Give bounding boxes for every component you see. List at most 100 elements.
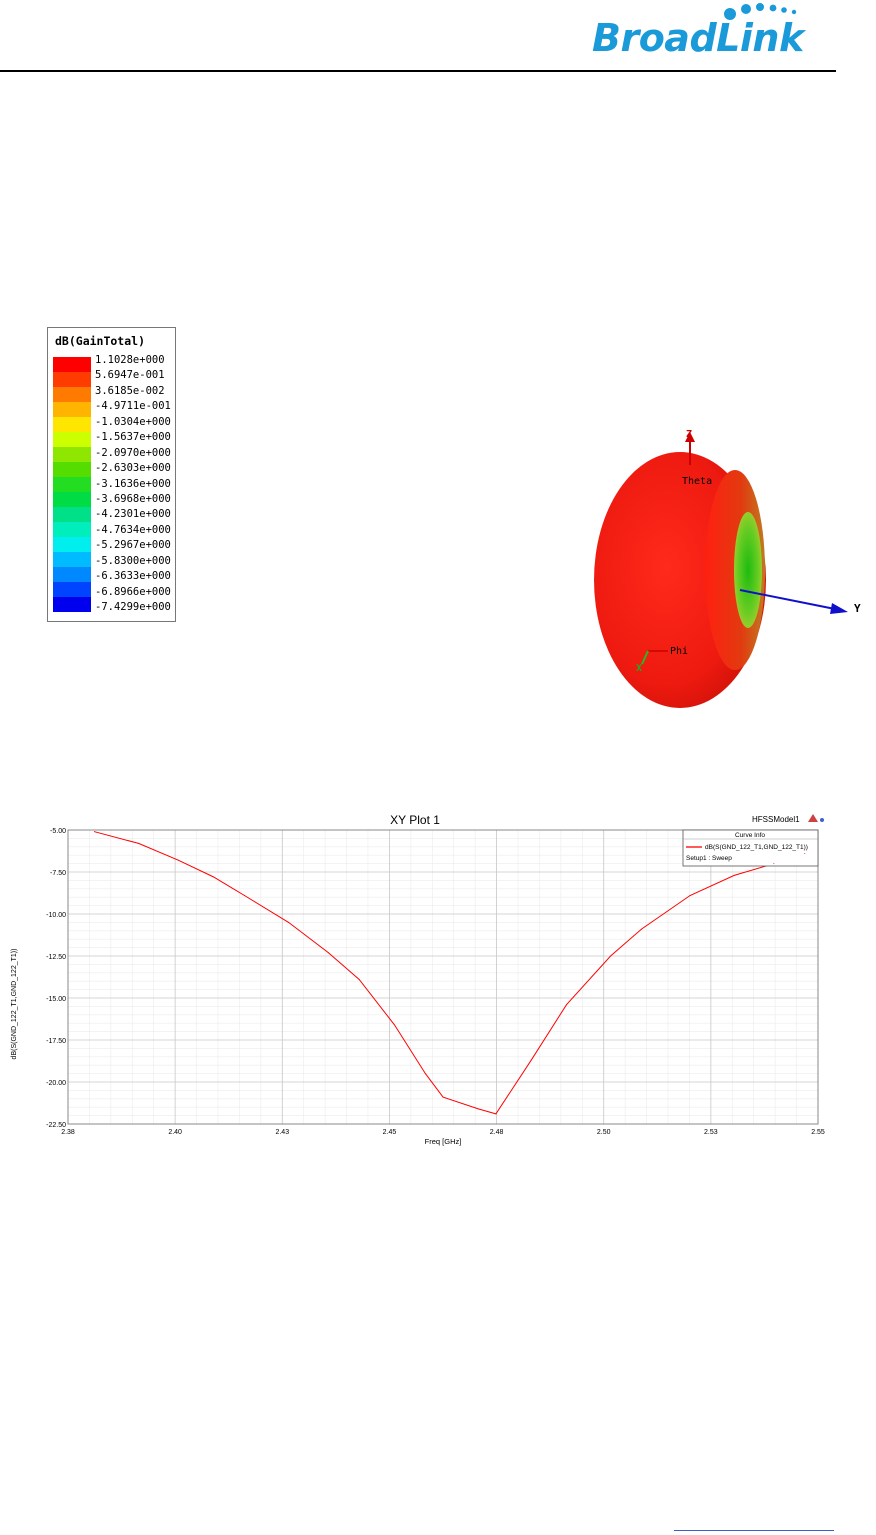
series-point bbox=[393, 1024, 395, 1026]
series-point bbox=[327, 952, 329, 954]
legend-value-2: 3.6185e-002 bbox=[95, 384, 165, 397]
legend-value-4: -1.0304e+000 bbox=[95, 415, 171, 428]
xy-plot-chart: 2.38 2.40 2.43 2.45 2.48 2.50 2.53 2.55 -5.00 -7… bbox=[11, 813, 825, 1146]
radiation-pattern-3d: Z Theta Y X Phi bbox=[594, 429, 861, 708]
y-tick-label: -5.00 bbox=[50, 828, 66, 835]
legend-entry: dB(S(GND_122_T1,GND_122_T1)) bbox=[705, 844, 808, 851]
x-tick-label: 2.40 bbox=[168, 1129, 182, 1136]
ansoft-icon bbox=[808, 814, 824, 822]
y-tick-label: -7.50 bbox=[50, 870, 66, 877]
x-tick-label: 2.53 bbox=[704, 1129, 718, 1136]
phi-label: Phi bbox=[670, 646, 688, 657]
legend-value-0: 1.1028e+000 bbox=[95, 354, 165, 366]
series-point bbox=[641, 928, 643, 930]
logo-dots-icon bbox=[724, 3, 797, 20]
y-tick-label: -22.50 bbox=[46, 1122, 66, 1129]
legend-value-16: -7.4299e+000 bbox=[95, 601, 171, 613]
x-tick-label: 2.55 bbox=[811, 1129, 825, 1136]
x-tick-label: 2.48 bbox=[490, 1129, 504, 1136]
legend-swatch-6 bbox=[53, 447, 91, 462]
y-tick-label: -20.00 bbox=[46, 1080, 66, 1087]
legend-swatch-9 bbox=[53, 492, 91, 507]
series-point bbox=[424, 1073, 426, 1075]
y-axis-label: Y bbox=[854, 602, 861, 615]
chart-title: XY Plot 1 bbox=[390, 813, 440, 827]
z-axis-label: Z bbox=[686, 429, 692, 440]
series-point bbox=[773, 863, 775, 865]
y-tick-label: -12.50 bbox=[46, 954, 66, 961]
legend-swatch-4 bbox=[53, 417, 91, 432]
legend-value-10: -4.2301e+000 bbox=[95, 508, 171, 521]
y-tick-label: -15.00 bbox=[46, 996, 66, 1003]
legend-swatch-14 bbox=[53, 567, 91, 582]
series-point bbox=[689, 895, 691, 897]
legend-swatch-15 bbox=[53, 582, 91, 597]
y-axis-title: dB(S(GND_122_T1,GND_122_T1)) bbox=[11, 949, 18, 1060]
series-point bbox=[566, 1004, 568, 1006]
series-point bbox=[477, 1108, 479, 1110]
legend-color-bar bbox=[53, 357, 91, 612]
theta-label: Theta bbox=[682, 476, 712, 487]
series-point bbox=[530, 1059, 532, 1061]
series-point bbox=[288, 921, 290, 923]
legend-title: dB(GainTotal) bbox=[55, 334, 146, 348]
x-tick-label: 2.38 bbox=[61, 1129, 75, 1136]
gain-legend: dB(GainTotal) 1.1028e+000 5.6947e-001 3.61… bbox=[47, 327, 176, 622]
legend-swatch-12 bbox=[53, 537, 91, 552]
broadlink-logo: BroadLink bbox=[592, 0, 838, 66]
legend-swatch-1 bbox=[53, 372, 91, 387]
legend-value-labels: 1.1028e+000 5.6947e-001 3.6185e-002 -4.9711… bbox=[95, 353, 171, 615]
x-axis-label: X bbox=[636, 663, 642, 674]
legend-value-3: -4.9711e-001 bbox=[95, 400, 171, 413]
series-point bbox=[804, 853, 806, 855]
plot-frame bbox=[67, 829, 819, 1125]
series-point bbox=[495, 1113, 497, 1115]
series-point bbox=[358, 979, 360, 981]
legend-value-9: -3.6968e+000 bbox=[95, 492, 171, 505]
series-point bbox=[138, 842, 140, 844]
x-tick-label: 2.45 bbox=[383, 1129, 397, 1136]
legend-sub: Setup1 : Sweep bbox=[686, 855, 732, 862]
legend-value-6: -2.0970e+000 bbox=[95, 446, 171, 459]
legend-swatch-13 bbox=[53, 552, 91, 567]
series-point bbox=[177, 859, 179, 861]
legend-swatch-8 bbox=[53, 477, 91, 492]
y-tick-label: -17.50 bbox=[46, 1038, 66, 1045]
y-axis-arrow-icon bbox=[830, 603, 848, 614]
curve-info-legend: Curve Info dB(S(GND_122_T1,GND_122_T1)) … bbox=[682, 829, 819, 867]
legend-value-14: -6.3633e+000 bbox=[95, 570, 171, 583]
legend-value-15: -6.8966e+000 bbox=[95, 585, 171, 598]
legend-value-12: -5.2967e+000 bbox=[95, 539, 171, 552]
legend-swatch-2 bbox=[53, 387, 91, 402]
x-tick-label: 2.50 bbox=[597, 1129, 611, 1136]
series-point bbox=[243, 895, 245, 897]
legend-swatch-11 bbox=[53, 522, 91, 537]
chart-model-tag: HFSSModel1 bbox=[752, 815, 800, 824]
legend-swatch-3 bbox=[53, 402, 91, 417]
series-point bbox=[733, 874, 735, 876]
x-tick-label: 2.43 bbox=[275, 1129, 289, 1136]
footer-link-underline bbox=[674, 1530, 834, 1531]
legend-swatch-5 bbox=[53, 432, 91, 447]
legend-swatch-16 bbox=[53, 597, 91, 612]
legend-swatch-7 bbox=[53, 462, 91, 477]
legend-value-13: -5.8300e+000 bbox=[95, 554, 171, 567]
legend-value-5: -1.5637e+000 bbox=[95, 431, 171, 444]
legend-swatch-0 bbox=[53, 357, 91, 372]
logo-text: BroadLink bbox=[592, 16, 804, 60]
z-axis-arrow-icon bbox=[685, 432, 695, 442]
y-tick-label: -10.00 bbox=[46, 912, 66, 919]
series-point bbox=[93, 831, 95, 833]
legend-value-8: -3.1636e+000 bbox=[95, 477, 171, 490]
x-axis-title: Freq [GHz] bbox=[425, 1137, 462, 1146]
legend-value-11: -4.7634e+000 bbox=[95, 523, 171, 536]
header-divider bbox=[0, 70, 836, 72]
legend-value-1: 5.6947e-001 bbox=[95, 369, 165, 382]
pattern-hole bbox=[734, 512, 762, 628]
series-point bbox=[213, 876, 215, 878]
legend-value-7: -2.6303e+000 bbox=[95, 462, 171, 475]
legend-header: Curve Info bbox=[735, 832, 765, 839]
legend-swatch-10 bbox=[53, 507, 91, 522]
series-point bbox=[610, 955, 612, 957]
series-point bbox=[442, 1096, 444, 1098]
